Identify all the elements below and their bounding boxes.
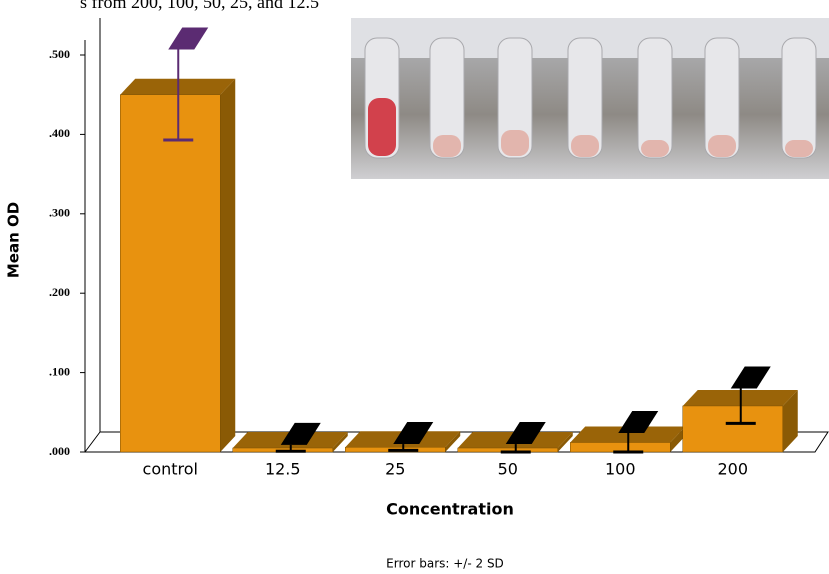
x-tick-label: 100 (605, 460, 636, 479)
y-tick-label: .500 (49, 47, 70, 61)
y-tick-label: .000 (49, 444, 70, 458)
bar-side (220, 79, 235, 452)
bar (120, 95, 220, 452)
y-tick-label: .200 (49, 285, 70, 299)
y-tick-label: .100 (49, 364, 70, 378)
x-tick-label: 25 (385, 460, 405, 479)
photo-inset (351, 18, 829, 179)
x-axis-title: Concentration (386, 500, 514, 519)
y-tick-label: .400 (49, 126, 70, 140)
y-axis-title: Mean OD (5, 202, 23, 278)
y-tick-label: .300 (49, 206, 70, 220)
bar (683, 406, 783, 452)
footnote: Error bars: +/- 2 SD (386, 557, 504, 571)
x-tick-label: 50 (498, 460, 518, 479)
x-tick-label: 12.5 (265, 460, 301, 479)
error-cap (168, 27, 208, 49)
error-cap (731, 366, 771, 388)
x-tick-label: control (143, 460, 198, 479)
chart: s from 200, 100, 50, 25, and 12.5 Mean O… (0, 0, 829, 574)
chart-title: s from 200, 100, 50, 25, and 12.5 (80, 0, 319, 12)
x-tick-label: 200 (717, 460, 748, 479)
